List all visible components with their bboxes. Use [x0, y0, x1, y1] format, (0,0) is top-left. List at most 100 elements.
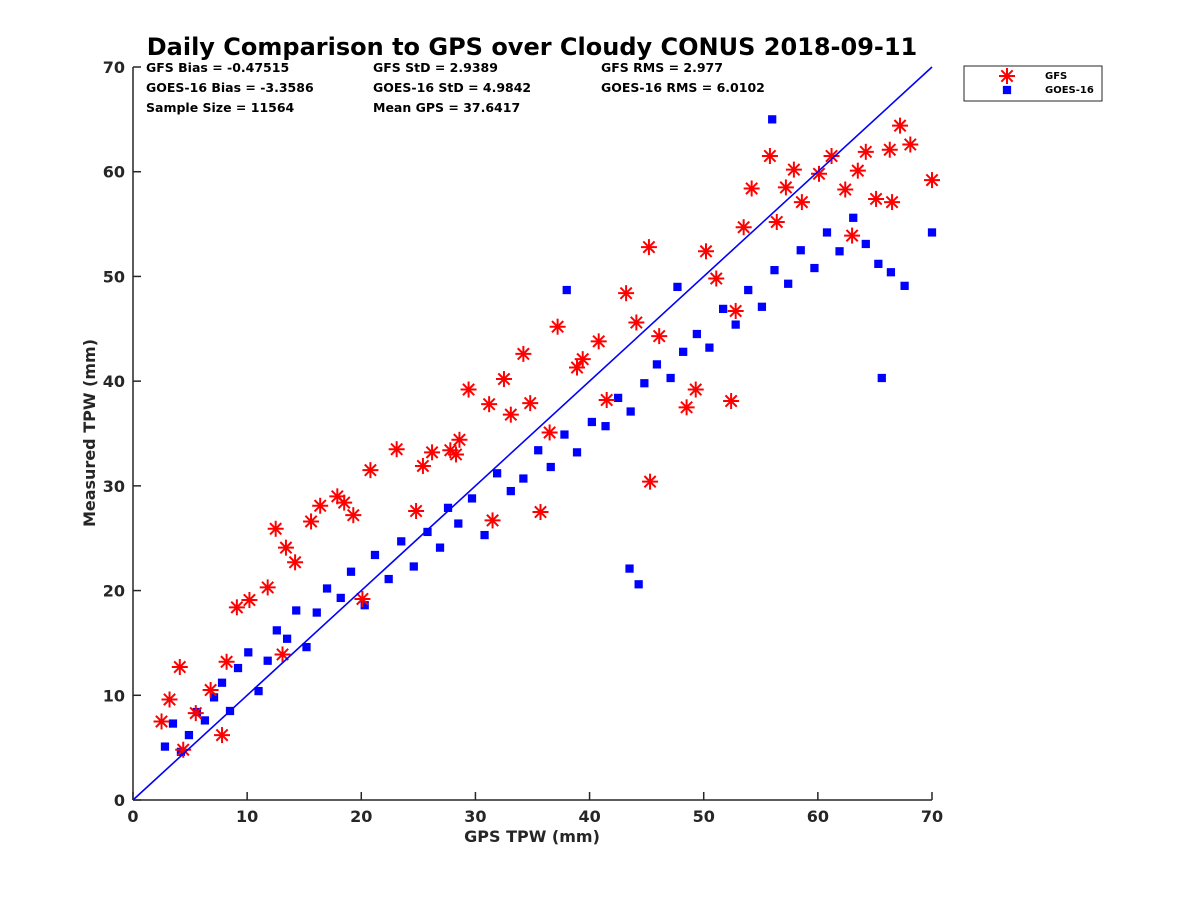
gfs-point	[336, 494, 353, 511]
goes16-point	[534, 446, 543, 455]
goes16-point	[244, 648, 253, 657]
legend-marker-goes16-shape	[1002, 85, 1012, 95]
gfs-point	[424, 444, 441, 461]
gfs-point	[678, 399, 695, 416]
goes16-point	[692, 329, 701, 339]
stat-gfs-std: GFS StD = 2.9389	[373, 60, 498, 75]
gfs-point	[598, 391, 615, 408]
goes16-point	[506, 486, 515, 496]
axes	[132, 67, 932, 801]
gfs-point	[202, 682, 219, 699]
gfs-point	[574, 351, 591, 368]
x-tick-label: 70	[921, 807, 943, 826]
gfs-point	[241, 591, 258, 608]
gfs-point	[924, 172, 940, 189]
gfs-point	[187, 705, 204, 722]
goes16-point	[492, 469, 502, 478]
goes16-point	[312, 608, 321, 617]
goes16-point	[768, 115, 777, 124]
goes16-point	[849, 213, 858, 222]
gfs-point	[218, 653, 235, 670]
stat-mean-gps: Mean GPS = 37.6417	[373, 100, 520, 115]
goes16-point	[572, 448, 582, 457]
goes16-point	[360, 601, 369, 610]
stat-goes16-bias: GOES-16 Bias = -3.3586	[146, 80, 314, 95]
goes16-point	[679, 347, 688, 356]
gfs-point	[727, 302, 744, 319]
reference-line-1to1	[132, 66, 933, 801]
gfs-point	[414, 457, 431, 474]
gfs-point	[532, 504, 549, 521]
gfs-point	[618, 285, 635, 302]
goes16-point	[272, 626, 281, 635]
gfs-point	[388, 441, 405, 458]
stat-goes16-std: GOES-16 StD = 4.9842	[373, 80, 531, 95]
stat-goes16-rms: GOES-16 RMS = 6.0102	[601, 80, 765, 95]
gfs-point	[849, 162, 866, 179]
gfs-point	[761, 148, 778, 165]
goes16-point	[346, 567, 356, 576]
goes16-point	[254, 686, 263, 696]
y-axis-label: Measured TPW (mm)	[80, 339, 99, 527]
goes16-point	[435, 543, 445, 552]
x-tick-label: 50	[693, 807, 715, 826]
gfs-point	[793, 194, 810, 211]
goes16-point	[322, 584, 332, 593]
gfs-point	[408, 502, 425, 519]
y-tick-label: 30	[103, 477, 125, 496]
goes16-point	[423, 527, 432, 537]
goes16-point	[263, 656, 272, 665]
goes16-point	[562, 285, 571, 295]
goes16-point	[927, 228, 937, 237]
goes16-point	[877, 373, 886, 383]
gfs-point	[214, 727, 231, 744]
goes16-point	[519, 474, 528, 483]
statistics-annotations: GFS Bias = -0.47515 GFS StD = 2.9389 GFS…	[146, 60, 765, 115]
goes16-point	[409, 562, 418, 571]
gfs-point	[687, 381, 704, 398]
legend-label-goes16: GOES-16	[1045, 85, 1094, 96]
gfs-point	[259, 579, 276, 596]
goes16-point	[796, 246, 805, 255]
goes16-point	[900, 281, 909, 290]
x-tick-label: 40	[578, 807, 600, 826]
gfs-point	[723, 393, 740, 410]
goes16-point	[168, 719, 178, 728]
goes16-point	[666, 373, 675, 383]
gfs-point	[495, 371, 512, 388]
x-tick-label: 30	[464, 807, 486, 826]
goes16-point	[874, 259, 883, 268]
series-goes16	[160, 115, 937, 756]
goes16-point	[443, 503, 453, 512]
y-tick-label: 50	[103, 267, 125, 286]
gfs-point	[549, 318, 566, 335]
legend-box	[963, 65, 1103, 102]
gfs-point	[844, 227, 861, 244]
gfs-point	[460, 381, 477, 398]
goes16-point	[634, 580, 643, 589]
gfs-point	[642, 473, 659, 490]
gfs-point	[228, 599, 245, 616]
x-axis-label: GPS TPW (mm)	[464, 827, 600, 846]
y-tick-label: 70	[103, 58, 125, 77]
gfs-point	[171, 659, 188, 676]
gfs-point	[484, 512, 501, 529]
gfs-point	[312, 497, 329, 514]
goes16-point	[626, 407, 635, 416]
goes16-point	[886, 268, 896, 277]
goes16-point	[560, 430, 569, 439]
goes16-point	[770, 266, 779, 275]
goes16-point	[652, 360, 662, 369]
goes16-point	[625, 564, 634, 573]
stat-gfs-bias: GFS Bias = -0.47515	[146, 60, 289, 75]
gfs-point	[868, 190, 885, 207]
goes16-point	[705, 343, 714, 352]
gfs-point	[569, 359, 586, 376]
gfs-point	[651, 328, 668, 345]
gfs-point	[590, 333, 607, 350]
goes16-point	[370, 550, 380, 560]
gfs-point	[153, 713, 170, 730]
goes16-point	[718, 304, 728, 314]
gfs-point	[902, 136, 919, 153]
